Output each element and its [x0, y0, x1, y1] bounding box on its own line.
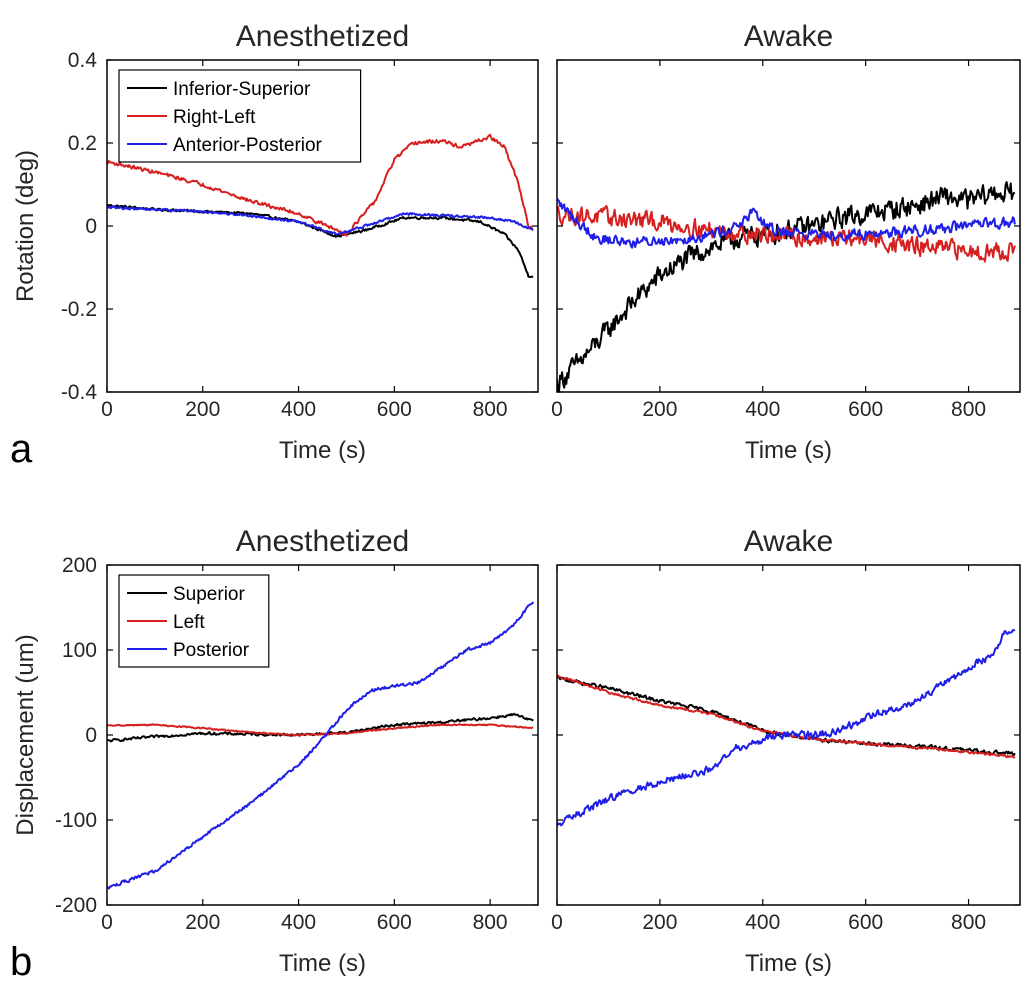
- x-tick-label: 600: [848, 911, 883, 934]
- panel-label-a: a: [10, 427, 33, 471]
- y-axis-label: Displacement (um): [12, 634, 39, 835]
- legend-entry-anterior-posterior: Anterior-Posterior: [173, 135, 323, 156]
- y-tick-label: 0.4: [68, 49, 98, 72]
- y-tick-label: 0.2: [68, 132, 97, 155]
- y-tick-label: -0.2: [61, 298, 97, 321]
- x-tick-label: 600: [848, 398, 883, 421]
- y-tick-label: 200: [62, 554, 97, 577]
- y-axis-label: Rotation (deg): [12, 150, 39, 302]
- legend-entry-inferior-superior: Inferior-Superior: [173, 79, 311, 100]
- series-line-superior: [557, 675, 1016, 757]
- panel-label-b: b: [10, 940, 32, 984]
- chart-title: Anesthetized: [236, 525, 409, 558]
- x-tick-label: 800: [473, 398, 508, 421]
- series-line-left: [107, 723, 534, 737]
- legend-entry-superior: Superior: [173, 584, 245, 605]
- series-line-inferior-superior: [557, 181, 1015, 392]
- x-tick-label: 400: [745, 398, 780, 421]
- y-tick-label: 0: [85, 215, 97, 238]
- x-tick-label: 0: [551, 911, 563, 934]
- x-tick-label: 600: [377, 398, 412, 421]
- x-tick-label: 0: [551, 398, 563, 421]
- x-tick-label: 400: [745, 911, 780, 934]
- chart-displacement-anesthetized: Anesthetized 0 200 400 600 800 -200 -100 0 100 200…: [12, 525, 539, 977]
- x-tick-label: 400: [281, 911, 316, 934]
- series-line-anterior-posterior: [107, 205, 534, 236]
- x-tick-label: 0: [101, 911, 113, 934]
- chart-title: Awake: [744, 525, 834, 558]
- x-axis-label: Time (s): [279, 950, 366, 977]
- series-line-superior: [107, 712, 534, 743]
- plot-area: [557, 181, 1016, 392]
- x-tick-label: 800: [473, 911, 508, 934]
- chart-title: Anesthetized: [236, 20, 409, 53]
- series-line-posterior: [557, 628, 1016, 827]
- x-tick-label: 400: [281, 398, 316, 421]
- x-tick-label: 0: [101, 398, 113, 421]
- plot-area: [107, 601, 535, 890]
- y-tick-label: -200: [55, 894, 97, 917]
- chart-rotation-awake: Awake 0 200 400 600 800 Time (s): [551, 20, 1021, 464]
- y-tick-label: 0: [85, 724, 97, 747]
- x-tick-label: 200: [185, 398, 220, 421]
- x-tick-label: 800: [951, 911, 986, 934]
- y-tick-label: 100: [62, 639, 97, 662]
- x-tick-label: 200: [642, 398, 677, 421]
- x-tick-label: 800: [951, 398, 986, 421]
- y-tick-label: -100: [55, 809, 97, 832]
- plot-area: [107, 133, 534, 279]
- x-axis-label: Time (s): [745, 950, 832, 977]
- x-tick-label: 200: [642, 911, 677, 934]
- plot-area: [557, 628, 1016, 827]
- series-line-posterior: [107, 601, 535, 890]
- x-tick-label: 600: [377, 911, 412, 934]
- legend-entry-left: Left: [173, 612, 205, 633]
- y-tick-label: -0.4: [61, 381, 98, 404]
- x-axis-label: Time (s): [745, 437, 832, 464]
- legend-entry-right-left: Right-Left: [173, 107, 256, 128]
- chart-title: Awake: [744, 20, 834, 53]
- series-line-right-left: [107, 133, 534, 237]
- x-tick-label: 200: [185, 911, 220, 934]
- x-axis-label: Time (s): [279, 437, 366, 464]
- series-line-anterior-posterior: [557, 197, 1016, 249]
- chart-displacement-awake: Awake 0 200 400 600 800 Time (s): [551, 525, 1021, 977]
- legend-entry-posterior: Posterior: [173, 640, 250, 661]
- series-line-left: [557, 674, 1016, 759]
- series-line-inferior-superior: [107, 204, 534, 279]
- chart-rotation-anesthetized: Anesthetized 0 200 400 600 800 -0.4 -0.2 0 0.2 0.4…: [12, 20, 539, 464]
